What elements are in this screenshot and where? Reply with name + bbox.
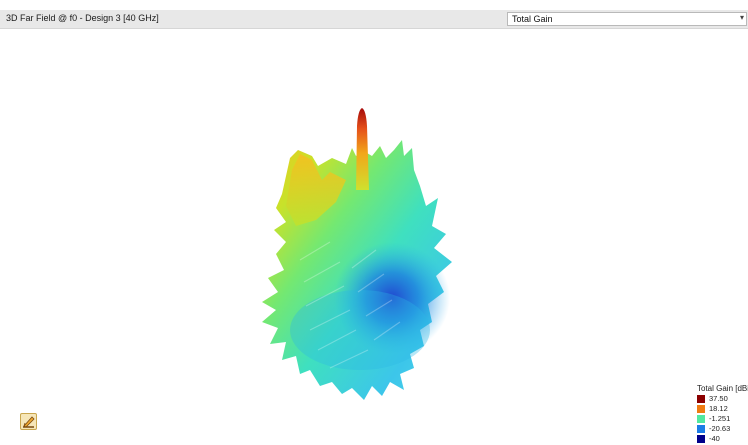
quantity-select-value: Total Gain (512, 14, 553, 24)
far-field-3d-plot[interactable] (0, 30, 748, 445)
legend-title: Total Gain [dBi] (697, 384, 748, 393)
legend-entry: 18.12 (697, 404, 748, 414)
legend-entry: -1.251 (697, 414, 748, 424)
legend-label: -20.63 (709, 424, 731, 433)
plot-title: 3D Far Field @ f0 - Design 3 [40 GHz] (6, 13, 159, 23)
legend-entry: -40 (697, 434, 748, 444)
legend-swatch (697, 415, 705, 423)
legend-label: 18.12 (709, 404, 728, 413)
far-field-spikes (299, 241, 401, 369)
main-beam-spike (356, 108, 369, 190)
legend-swatch (697, 405, 705, 413)
edit-orientation-icon (23, 416, 35, 428)
orientation-tool-button[interactable] (20, 413, 37, 430)
far-field-upper-lobe (286, 154, 346, 226)
legend-swatch (697, 425, 705, 433)
far-field-core-shade (290, 290, 430, 370)
legend-entry: -20.63 (697, 424, 748, 434)
far-field-core (334, 242, 450, 354)
quantity-select[interactable]: Total Gain ▾ (507, 12, 747, 26)
plot-header: 3D Far Field @ f0 - Design 3 [40 GHz] To… (0, 10, 748, 29)
color-legend: Total Gain [dBi] 37.50 18.12 -1.251 -20.… (697, 384, 748, 444)
legend-label: 37.50 (709, 394, 728, 403)
legend-entry: 37.50 (697, 394, 748, 404)
legend-swatch (697, 395, 705, 403)
legend-label: -1.251 (709, 414, 731, 423)
chevron-down-icon: ▾ (739, 13, 744, 22)
legend-label: -40 (709, 434, 720, 443)
legend-swatch (697, 435, 705, 443)
